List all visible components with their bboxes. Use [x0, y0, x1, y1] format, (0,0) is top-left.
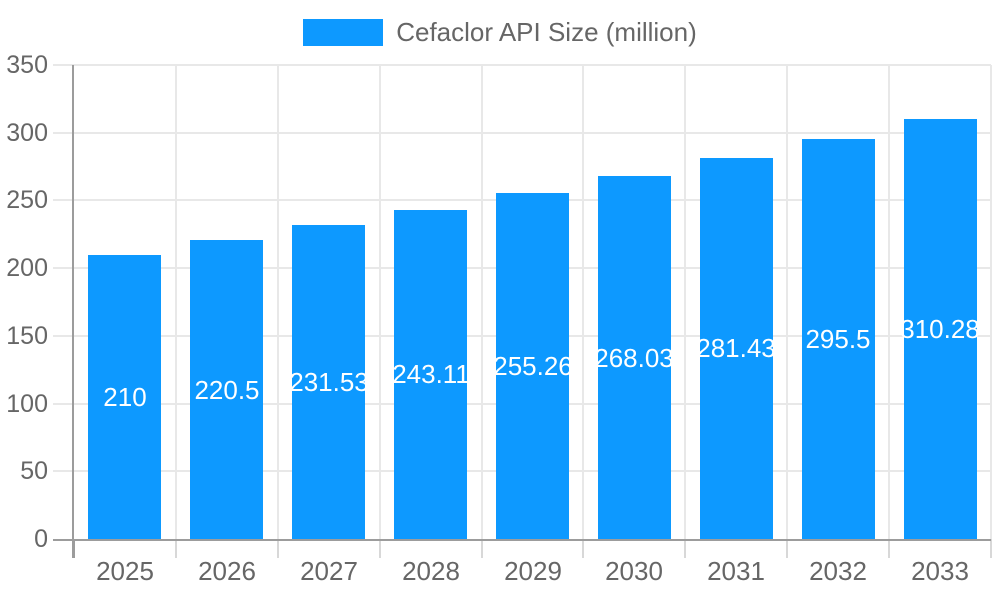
x-axis-label: 2025: [96, 556, 154, 586]
bar-value-label: 231.53: [289, 367, 369, 397]
bar-2029: [496, 193, 569, 539]
y-tick-mark: [53, 267, 74, 269]
y-tick-mark: [53, 470, 74, 472]
bar-value-label: 220.5: [194, 375, 260, 405]
bar-value-label: 243.11: [392, 359, 470, 389]
y-axis-label: 100: [6, 390, 48, 418]
legend-item-cefaclor[interactable]: Cefaclor API Size (million): [303, 17, 697, 47]
y-tick-mark: [53, 132, 74, 134]
y-axis-label: 200: [6, 254, 48, 282]
gridline-horizontal: [74, 64, 991, 66]
x-tick-mark: [481, 539, 483, 558]
x-tick-mark: [990, 539, 992, 558]
y-axis-label: 150: [6, 322, 48, 350]
x-axis-label: 2030: [605, 556, 663, 586]
legend-label: Cefaclor API Size (million): [396, 17, 697, 47]
x-axis-label: 2028: [402, 556, 460, 586]
x-tick-mark: [277, 539, 279, 558]
bar-value-label: 255.26: [493, 351, 573, 381]
gridline-vertical: [582, 65, 584, 539]
x-axis-label: 2027: [300, 556, 358, 586]
gridline-vertical: [684, 65, 686, 539]
bar-value-label: 210: [103, 382, 147, 412]
gridline-vertical: [481, 65, 483, 539]
y-axis-line: [72, 65, 74, 558]
chart-legend: Cefaclor API Size (million): [0, 17, 1000, 47]
gridline-vertical: [888, 65, 890, 539]
bar-2026: [190, 240, 263, 539]
gridline-vertical: [786, 65, 788, 539]
gridline-vertical: [379, 65, 381, 539]
x-tick-mark: [888, 539, 890, 558]
y-tick-mark: [53, 64, 74, 66]
bar-value-label: 295.5: [805, 324, 871, 354]
bar-2025: [88, 255, 161, 539]
y-axis-label: 0: [34, 525, 48, 553]
bar-value-label: 268.03: [594, 343, 674, 373]
x-axis-label: 2026: [198, 556, 256, 586]
y-axis-label: 250: [6, 186, 48, 214]
y-axis-label: 350: [6, 51, 48, 79]
bar-value-label: 310.28: [900, 314, 980, 344]
bar-2033: [904, 119, 977, 539]
y-tick-mark: [53, 403, 74, 405]
legend-color-swatch: [303, 18, 384, 46]
bar-2028: [394, 210, 467, 539]
bar-2032: [802, 139, 875, 539]
x-tick-mark: [73, 539, 75, 558]
x-axis-line: [53, 539, 991, 541]
gridline-horizontal: [74, 132, 991, 134]
x-tick-mark: [684, 539, 686, 558]
x-axis-label: 2033: [911, 556, 969, 586]
x-tick-mark: [582, 539, 584, 558]
bar-2027: [292, 225, 365, 539]
bar-2030: [598, 176, 671, 539]
x-axis-label: 2031: [707, 556, 765, 586]
x-tick-mark: [175, 539, 177, 558]
x-axis-label: 2032: [809, 556, 867, 586]
y-axis-label: 50: [20, 457, 48, 485]
y-tick-mark: [53, 199, 74, 201]
x-tick-mark: [786, 539, 788, 558]
gridline-vertical: [277, 65, 279, 539]
x-tick-mark: [379, 539, 381, 558]
y-tick-mark: [53, 335, 74, 337]
gridline-vertical: [175, 65, 177, 539]
gridline-vertical: [990, 65, 992, 539]
bar-2031: [700, 158, 773, 539]
y-axis-label: 300: [6, 119, 48, 147]
bar-value-label: 281.43: [696, 333, 776, 363]
x-axis-label: 2029: [504, 556, 562, 586]
